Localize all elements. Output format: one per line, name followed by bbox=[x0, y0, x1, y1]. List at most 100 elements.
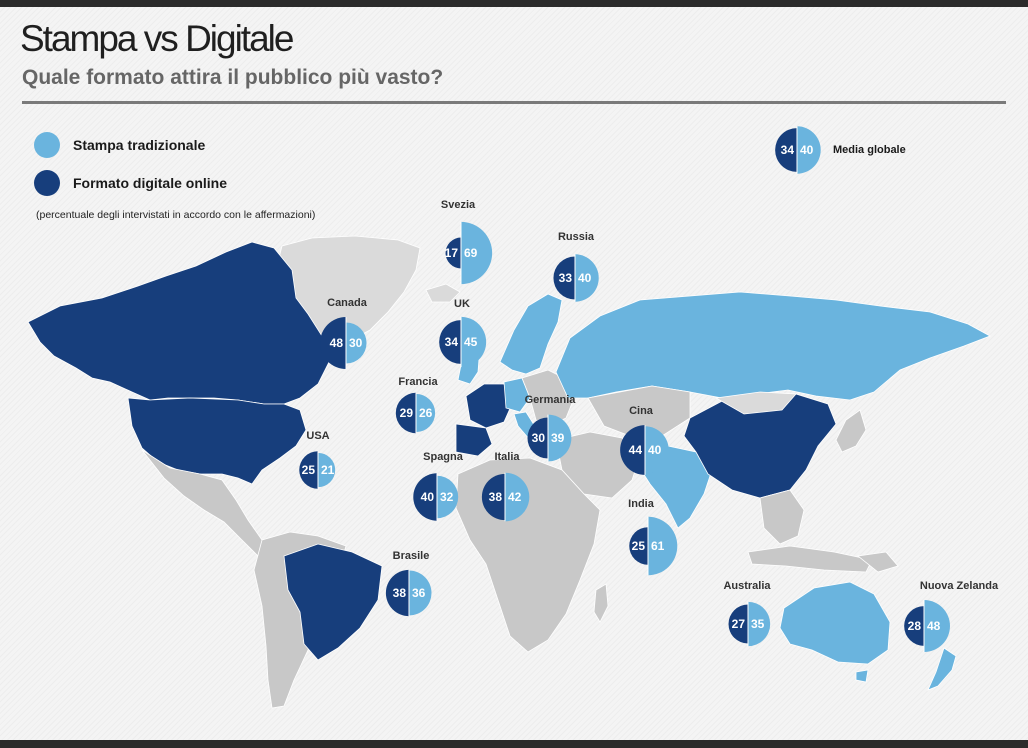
pie-digital-half bbox=[527, 417, 548, 459]
pie-global-average bbox=[775, 126, 821, 174]
value-digital-italia: 38 bbox=[488, 490, 502, 504]
land-madagascar bbox=[593, 583, 609, 623]
land-central-asia bbox=[587, 385, 691, 437]
value-digital-svezia: 17 bbox=[444, 246, 458, 260]
pie-germania bbox=[527, 414, 572, 462]
value-print-india: 61 bbox=[651, 539, 665, 553]
pie-digital-half bbox=[553, 256, 575, 300]
legend-label-digital: Formato digitale online bbox=[73, 175, 228, 191]
pie-print-half bbox=[346, 322, 367, 364]
land-tasmania bbox=[855, 669, 869, 683]
country-label-canada: Canada bbox=[327, 297, 367, 309]
pie-usa bbox=[299, 451, 336, 489]
land-usa bbox=[127, 397, 307, 485]
pie-nuova-zelanda bbox=[904, 600, 950, 652]
value-print-russia: 40 bbox=[578, 271, 592, 285]
value-digital-germania: 30 bbox=[531, 431, 545, 445]
pie-australia bbox=[728, 601, 771, 647]
global-average-label: Media globale bbox=[833, 144, 906, 156]
pie-print-half bbox=[437, 475, 459, 519]
pie-digital-half bbox=[320, 317, 346, 369]
land-france bbox=[465, 383, 513, 429]
land-canada bbox=[27, 241, 331, 405]
country-label-italia: Italia bbox=[494, 451, 520, 463]
value-digital-usa: 25 bbox=[301, 463, 315, 477]
value-print-svezia: 69 bbox=[464, 246, 478, 260]
value-digital-canada: 48 bbox=[329, 336, 343, 350]
land-spain bbox=[455, 423, 493, 457]
pie-print-half bbox=[409, 570, 432, 616]
pie-print-half bbox=[505, 472, 530, 522]
pie-print-half bbox=[548, 414, 572, 462]
value-digital-russia: 33 bbox=[558, 271, 572, 285]
top-border bbox=[0, 0, 1028, 7]
pie-digital-half bbox=[481, 473, 505, 521]
pie-digital-half bbox=[385, 569, 409, 617]
land-iceland bbox=[425, 283, 461, 303]
pie-print-half bbox=[575, 254, 599, 302]
value-print-usa: 21 bbox=[321, 463, 335, 477]
pie-print-half bbox=[924, 600, 950, 652]
pie-india bbox=[629, 516, 678, 576]
pie-digital-half bbox=[413, 473, 437, 521]
land-mongolia bbox=[714, 391, 797, 415]
pie-digital-half bbox=[395, 392, 416, 434]
pie-print-half bbox=[318, 452, 336, 488]
pie-print-half bbox=[645, 426, 669, 474]
country-label-brasile: Brasile bbox=[392, 550, 430, 562]
legend-swatch-digital bbox=[34, 170, 60, 196]
land-australia bbox=[779, 581, 891, 665]
pie-print-half bbox=[748, 601, 771, 647]
legend-swatch-print bbox=[34, 132, 60, 158]
value-digital-uk: 34 bbox=[444, 335, 458, 349]
pie-digital-half bbox=[299, 451, 318, 489]
value-digital-australia: 27 bbox=[731, 617, 745, 631]
pie-print-half bbox=[648, 516, 678, 576]
pie-print-half bbox=[416, 393, 436, 433]
value-print-spagna: 32 bbox=[440, 490, 454, 504]
pie-digital-half bbox=[620, 425, 645, 475]
pie-print-half bbox=[461, 221, 493, 285]
pie-canada bbox=[320, 317, 367, 369]
land-southeast-asia bbox=[759, 489, 805, 545]
land-germany bbox=[503, 377, 531, 413]
pie-cina bbox=[620, 425, 669, 475]
land-papua bbox=[857, 551, 899, 573]
value-digital-india: 25 bbox=[631, 539, 645, 553]
value-print-brasile: 36 bbox=[412, 586, 426, 600]
pie-uk bbox=[439, 316, 487, 368]
pie-print-half bbox=[461, 316, 487, 368]
pie-svezia bbox=[445, 221, 493, 285]
pie-digital-half bbox=[775, 128, 797, 172]
land-russia bbox=[555, 291, 991, 401]
land-brazil bbox=[283, 543, 383, 661]
value-digital-spagna: 40 bbox=[420, 490, 434, 504]
value-print-uk: 45 bbox=[464, 335, 478, 349]
legend-note: (percentuale degli intervistati in accor… bbox=[36, 209, 316, 221]
page-title: Stampa vs Digitale bbox=[20, 18, 294, 59]
land-europe-other bbox=[521, 369, 575, 427]
value-print-australia: 35 bbox=[751, 617, 765, 631]
land-japan bbox=[835, 409, 867, 453]
country-label-cina: Cina bbox=[629, 405, 653, 417]
value-print-global-average: 40 bbox=[800, 143, 814, 157]
value-print-francia: 26 bbox=[419, 406, 433, 420]
pie-digital-half bbox=[728, 604, 748, 644]
value-print-nuova-zelanda: 48 bbox=[927, 619, 941, 633]
land-scandinavia bbox=[499, 293, 563, 375]
country-label-india: India bbox=[628, 498, 654, 510]
pie-digital-half bbox=[445, 237, 461, 269]
legend-label-print: Stampa tradizionale bbox=[73, 137, 206, 153]
country-label-nuova-zelanda: Nuova Zelanda bbox=[919, 580, 999, 592]
pie-francia bbox=[395, 392, 436, 434]
legend-item-print: Stampa tradizionale bbox=[34, 132, 205, 158]
value-print-germania: 39 bbox=[551, 431, 565, 445]
value-digital-brasile: 38 bbox=[392, 586, 406, 600]
bottom-border bbox=[0, 740, 1028, 748]
value-print-italia: 42 bbox=[508, 490, 522, 504]
pie-digital-half bbox=[629, 527, 648, 565]
land-indonesia bbox=[747, 545, 873, 573]
country-label-svezia: Svezia bbox=[440, 199, 476, 211]
value-print-cina: 40 bbox=[648, 443, 662, 457]
